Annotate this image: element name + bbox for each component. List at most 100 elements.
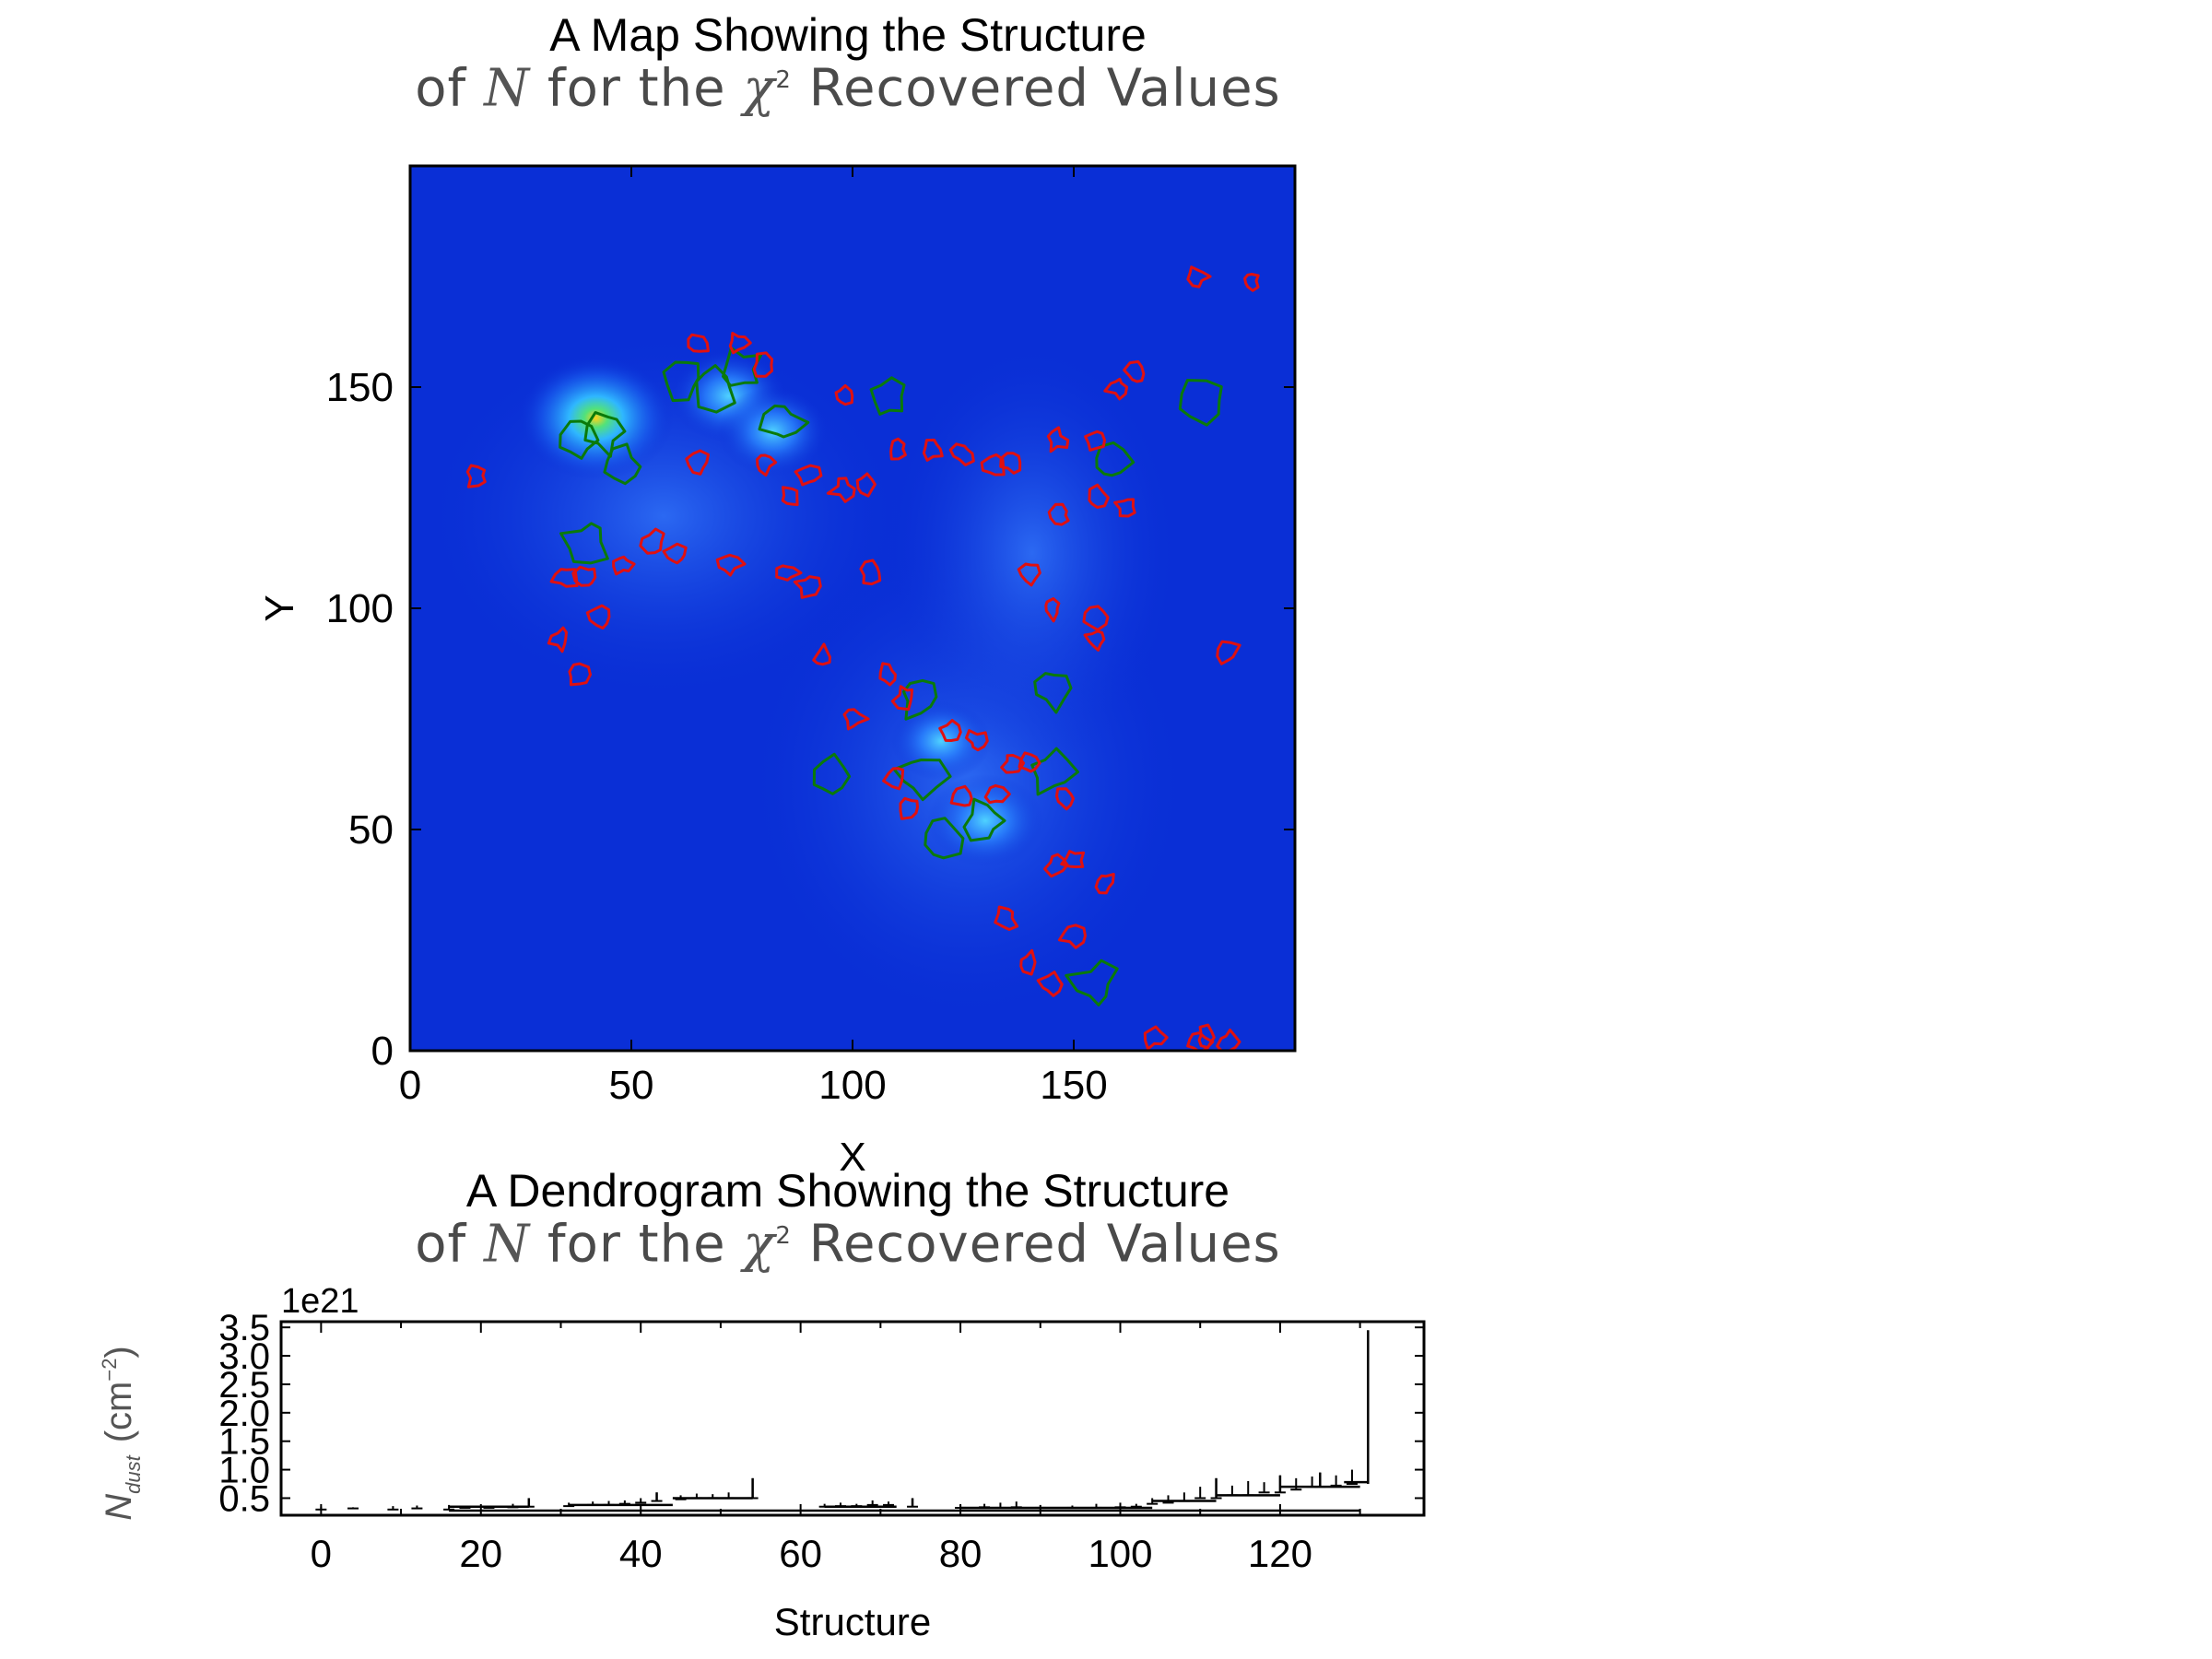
bright-region — [717, 387, 829, 476]
x-tick-label: 20 — [459, 1532, 502, 1575]
dendrogram-branches — [315, 1330, 1370, 1512]
leaf-contour — [1043, 853, 1069, 878]
leaf-contour — [571, 565, 597, 587]
y-tick-label: 0 — [371, 1029, 394, 1074]
leaf-contour — [1113, 498, 1136, 518]
leaf-contour — [1088, 483, 1110, 509]
branch-contour — [812, 752, 852, 795]
leaf-contour — [999, 452, 1022, 475]
y-tick-label: 1.5 — [218, 1422, 270, 1463]
leaf-contour — [639, 527, 665, 555]
contour-layer — [465, 265, 1260, 1051]
y-tick-label: 50 — [348, 807, 394, 853]
map-x-ticks: 0 50 100 150 — [399, 166, 1108, 1108]
leaf-contour — [547, 626, 568, 653]
branch-contour — [1033, 672, 1073, 714]
leaf-contour — [859, 559, 882, 586]
map-y-axis-label: Y — [257, 594, 302, 621]
leaf-contour — [1044, 597, 1061, 623]
dendrogram-y-ticks: 0.51.01.52.02.53.03.5 — [218, 1308, 1424, 1519]
branch-contour — [662, 360, 700, 403]
leaf-contour — [1036, 971, 1064, 997]
leaf-contour — [1000, 754, 1026, 774]
y-tick-label: 0.5 — [218, 1478, 270, 1519]
leaf-contour — [585, 604, 611, 629]
leaf-contour — [899, 796, 919, 820]
x-tick-label: 120 — [1248, 1532, 1312, 1575]
x-tick-label: 150 — [1040, 1063, 1107, 1108]
map-title-line2: of N for the χ2 Recovered Values — [415, 58, 1281, 119]
leaf-contour — [812, 642, 831, 666]
x-tick-label: 50 — [609, 1063, 654, 1108]
x-tick-label: 100 — [818, 1063, 886, 1108]
leaf-contour — [1243, 273, 1260, 292]
branch-contour — [695, 364, 736, 414]
leaf-contour — [612, 555, 636, 576]
branch-contour — [924, 817, 965, 860]
dendrogram-x-axis-label: Structure — [774, 1600, 931, 1643]
leaf-contour — [1082, 605, 1110, 631]
leaf-contour — [826, 477, 856, 503]
structure-map-chart: 0 50 100 150 0 50 100 150 X Y — [257, 164, 1297, 1180]
y-tick-label: 2.5 — [218, 1365, 270, 1406]
leaf-contour — [948, 442, 975, 466]
leaf-contour — [922, 438, 944, 462]
leaf-contour — [842, 708, 870, 731]
branch-contour — [1065, 959, 1119, 1006]
leaf-contour — [793, 575, 822, 599]
branch-contour — [1030, 747, 1079, 796]
leaf-contour — [938, 719, 962, 742]
leaf-contour — [1216, 640, 1241, 665]
y-tick-label: 3.0 — [218, 1336, 270, 1377]
leaf-contour — [465, 464, 487, 488]
leaf-contour — [1019, 948, 1037, 976]
dendrogram-frame — [279, 1320, 1426, 1517]
bright-region — [518, 356, 674, 480]
leaf-contour — [752, 351, 774, 378]
branch-contour — [869, 376, 906, 416]
branch-contour — [722, 346, 763, 387]
branch-contour — [892, 759, 952, 802]
leaf-contour — [715, 553, 747, 577]
leaf-contour — [1186, 265, 1212, 288]
map-x-axis-label: X — [839, 1135, 865, 1180]
dendrogram-chart: 1e21 0 20 40 60 80 100 120 0.51.01.52.02.53.03… — [98, 1282, 1426, 1643]
branch-contour — [962, 797, 1006, 842]
y-tick-label: 1.0 — [218, 1451, 270, 1491]
leaf-contour — [1057, 924, 1087, 949]
x-tick-label: 0 — [399, 1063, 421, 1108]
branch-contour — [559, 419, 600, 460]
leaf-contour — [781, 486, 799, 507]
x-tick-label: 80 — [939, 1532, 982, 1575]
leaf-contour — [549, 568, 579, 588]
leaf-contour — [949, 784, 973, 807]
leaf-contour — [965, 729, 989, 752]
x-tick-label: 0 — [311, 1532, 332, 1575]
leaf-contour — [1123, 359, 1146, 383]
leaf-contour — [1018, 751, 1041, 773]
leaf-contour — [794, 464, 823, 487]
diffuse-emission — [885, 341, 1180, 765]
bright-region — [927, 774, 1043, 867]
branch-contour — [758, 404, 810, 439]
branch-contour — [1178, 379, 1223, 427]
map-y-ticks: 0 50 100 150 — [326, 365, 1295, 1074]
map-title: A Map Showing the Structure of N for the… — [0, 9, 1696, 119]
leaf-contour — [687, 333, 710, 353]
leaf-contour — [1083, 629, 1106, 652]
y-tick-label: 2.0 — [218, 1394, 270, 1434]
branch-contour — [603, 442, 642, 486]
leaf-contour — [728, 332, 752, 355]
leaf-contour — [983, 783, 1011, 805]
leaf-contour — [889, 437, 907, 461]
x-tick-label: 100 — [1088, 1532, 1152, 1575]
leaf-contour — [855, 472, 877, 498]
leaf-contour — [1084, 429, 1106, 452]
bright-regions — [518, 349, 1043, 867]
leaf-contour — [1047, 502, 1070, 526]
leaf-contour — [1103, 377, 1129, 401]
dendrogram-x-ticks: 0 20 40 60 80 100 120 — [311, 1322, 1361, 1575]
map-title-line1: A Map Showing the Structure — [549, 9, 1147, 61]
dendrogram-y-axis-label: Ndust(cm−2) — [98, 1346, 145, 1521]
y-tick-label: 150 — [326, 365, 394, 410]
